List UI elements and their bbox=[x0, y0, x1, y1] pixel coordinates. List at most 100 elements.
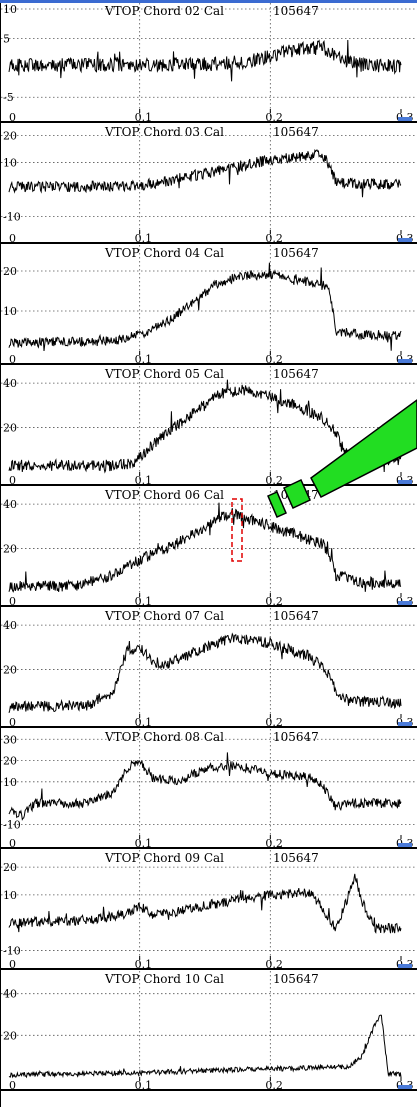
window-top-bar bbox=[0, 0, 417, 3]
x-tick-label: 0.1 bbox=[135, 474, 153, 486]
y-tick-label: 5 bbox=[3, 32, 10, 45]
x-tick-label: 0.1 bbox=[135, 1079, 153, 1091]
chart-title: VTOP Chord 03 Cal bbox=[105, 125, 225, 139]
x-tick-label: 0.3 bbox=[396, 353, 414, 365]
range-marker[interactable] bbox=[398, 1085, 412, 1089]
y-tick-label: -10 bbox=[3, 818, 21, 831]
chart-title: VTOP Chord 05 Cal bbox=[105, 367, 225, 381]
y-tick-label: 10 bbox=[3, 889, 17, 902]
y-tick-label: 40 bbox=[3, 498, 17, 511]
x-tick-label: 0.2 bbox=[265, 232, 283, 244]
chart-title: VTOP Chord 04 Cal bbox=[105, 246, 225, 260]
chart-plot: 10 5 -5 0 0.1 0.2 0.3 bbox=[1, 3, 417, 123]
x-tick-label: 0.1 bbox=[135, 837, 153, 849]
y-tick-label: -10 bbox=[3, 944, 21, 957]
y-tick-label: -5 bbox=[3, 91, 14, 104]
shot-number: 105647 bbox=[273, 4, 319, 18]
x-tick-label: 0 bbox=[9, 232, 16, 244]
chart-stack: 105-500.10.20.3VTOP Chord 02 Cal10564720… bbox=[0, 3, 417, 1107]
chart-title: VTOP Chord 07 Cal bbox=[105, 609, 225, 623]
chord-panel: 40 20 0 0.1 0.2 0.3 VTOP Chord 10 Cal 105647 bbox=[1, 971, 417, 1091]
x-tick-label: 0.3 bbox=[396, 232, 414, 244]
x-tick-label: 0.1 bbox=[135, 716, 153, 728]
x-tick-label: 0.1 bbox=[135, 595, 153, 607]
signal-trace bbox=[8, 262, 402, 352]
y-tick-label: 20 bbox=[3, 664, 17, 677]
signal-trace bbox=[8, 148, 402, 198]
shot-number: 105647 bbox=[273, 609, 319, 623]
x-tick-label: 0.3 bbox=[396, 837, 414, 849]
x-tick-label: 0.2 bbox=[265, 958, 283, 970]
range-marker[interactable] bbox=[398, 238, 412, 242]
x-tick-label: 0 bbox=[9, 111, 16, 123]
x-tick-label: 0 bbox=[9, 958, 16, 970]
x-tick-label: 0.1 bbox=[135, 353, 153, 365]
x-tick-label: 0.2 bbox=[265, 716, 283, 728]
x-tick-label: 0 bbox=[9, 837, 16, 849]
shot-number: 105647 bbox=[273, 246, 319, 260]
chart-plot: 20 10 -100 0.1 0.2 0.3 bbox=[1, 850, 417, 970]
chord-panel: 20 10 -10 0 0.1 0.2 0.3 VTOP Chord 03 Cal 105647 bbox=[1, 124, 417, 244]
range-marker[interactable] bbox=[398, 117, 412, 121]
x-tick-label: 0.1 bbox=[135, 958, 153, 970]
y-tick-label: 20 bbox=[3, 755, 17, 768]
chart-title: VTOP Chord 09 Cal bbox=[105, 851, 225, 865]
x-tick-label: 0.2 bbox=[265, 595, 283, 607]
chart-title: VTOP Chord 08 Cal bbox=[105, 730, 225, 744]
y-tick-label: 30 bbox=[3, 733, 17, 746]
y-tick-label: 10 bbox=[3, 3, 17, 16]
x-tick-label: 0 bbox=[9, 1079, 16, 1091]
range-marker[interactable] bbox=[398, 843, 412, 847]
x-tick-label: 0.3 bbox=[396, 958, 414, 970]
x-tick-label: 0.3 bbox=[396, 716, 414, 728]
shot-number: 105647 bbox=[273, 367, 319, 381]
chart-plot: 20 10 0 0.1 0.2 0.3 bbox=[1, 245, 417, 365]
y-tick-label: 20 bbox=[3, 861, 17, 874]
chord-panel: 30 20 10 -10 0 0.1 0.2 0.3 VTOP Chord 08 Cal 1056… bbox=[1, 729, 417, 849]
x-tick-label: 0.1 bbox=[135, 232, 153, 244]
y-tick-label: -10 bbox=[3, 210, 21, 223]
chord-panel: 40 20 0 0.1 0.2 0.3 VTOP Chord 06 Cal 105647 bbox=[1, 487, 417, 607]
x-tick-label: 0.3 bbox=[396, 595, 414, 607]
y-tick-label: 10 bbox=[3, 305, 17, 318]
signal-trace bbox=[8, 39, 402, 82]
x-tick-label: 0.1 bbox=[135, 111, 153, 123]
x-tick-label: 0.2 bbox=[265, 111, 283, 123]
x-tick-label: 0.3 bbox=[396, 111, 414, 123]
chord-panel: 10 5 -5 0 0.1 0.2 0.3 VTOP Chord 02 Cal 105647 bbox=[1, 3, 417, 123]
y-tick-label: 40 bbox=[3, 377, 17, 390]
y-tick-label: 20 bbox=[3, 265, 17, 278]
x-tick-label: 0 bbox=[9, 716, 16, 728]
signal-trace bbox=[8, 873, 402, 934]
signal-trace bbox=[8, 502, 402, 593]
chart-plot: 20 10 -10 0 0.1 0.2 0.3 bbox=[1, 124, 417, 244]
range-marker[interactable] bbox=[398, 601, 412, 605]
signal-trace bbox=[8, 1014, 402, 1079]
y-tick-label: 20 bbox=[3, 1029, 17, 1042]
signal-trace bbox=[8, 632, 402, 713]
y-tick-label: 10 bbox=[3, 156, 17, 169]
range-marker[interactable] bbox=[398, 722, 412, 726]
x-tick-label: 0.2 bbox=[265, 1079, 283, 1091]
shot-number: 105647 bbox=[273, 972, 319, 986]
y-tick-label: 20 bbox=[3, 129, 17, 142]
chart-title: VTOP Chord 10 Cal bbox=[105, 972, 225, 986]
signal-trace bbox=[8, 379, 402, 474]
range-marker[interactable] bbox=[398, 964, 412, 968]
x-tick-label: 0.2 bbox=[265, 837, 283, 849]
range-marker[interactable] bbox=[398, 359, 412, 363]
x-tick-label: 0 bbox=[9, 595, 16, 607]
chord-panel: 20 10 0 0.1 0.2 0.3 VTOP Chord 04 Cal 105647 bbox=[1, 245, 417, 365]
range-marker[interactable] bbox=[398, 480, 412, 484]
shot-number: 105647 bbox=[273, 125, 319, 139]
y-tick-label: 20 bbox=[3, 422, 17, 435]
x-tick-label: 0 bbox=[9, 353, 16, 365]
x-tick-label: 0 bbox=[9, 474, 16, 486]
chart-plot: 30 20 10 -10 0 0.1 0.2 0.3 bbox=[1, 729, 417, 849]
chart-title: VTOP Chord 06 Cal bbox=[105, 488, 225, 502]
chord-panel: 20 10 -100 0.1 0.2 0.3 VTOP Chord 09 Cal 105647 bbox=[1, 850, 417, 970]
